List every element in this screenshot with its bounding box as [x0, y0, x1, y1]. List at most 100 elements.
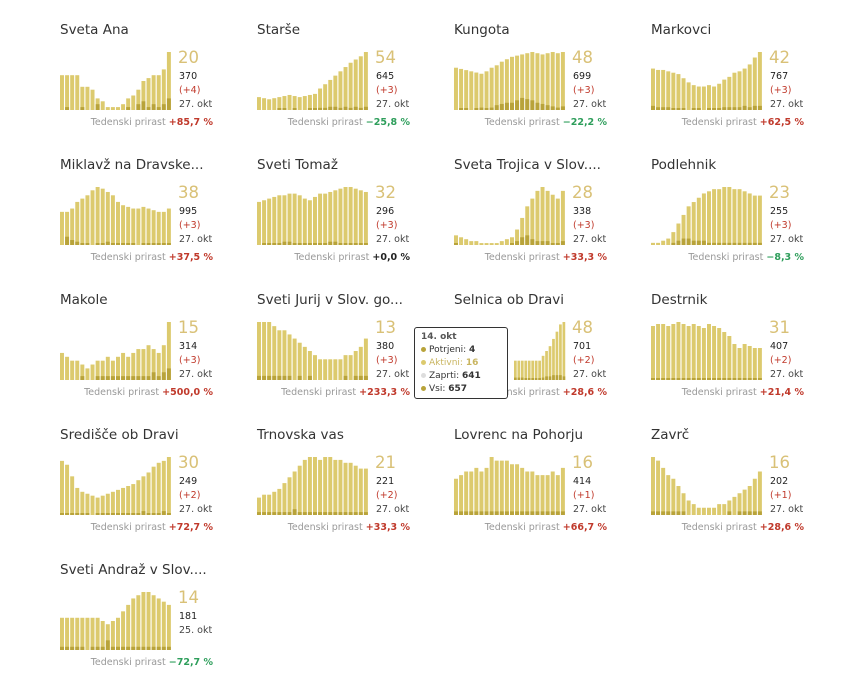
bar-active[interactable] — [560, 190, 565, 245]
bar-active[interactable] — [671, 478, 676, 515]
bar-active[interactable] — [712, 326, 717, 380]
bar-active[interactable] — [524, 360, 528, 380]
sparkline-chart[interactable] — [651, 455, 763, 515]
bar-active[interactable] — [292, 471, 297, 516]
bar-active[interactable] — [95, 360, 100, 380]
bar-active[interactable] — [671, 232, 676, 245]
bar-active[interactable] — [540, 187, 545, 245]
bar-active[interactable] — [60, 211, 64, 245]
bar-active[interactable] — [287, 94, 292, 110]
bar-active[interactable] — [752, 195, 757, 245]
bar-active[interactable] — [161, 211, 166, 245]
bar-active[interactable] — [262, 322, 267, 380]
bar-active[interactable] — [540, 54, 545, 110]
bar-active[interactable] — [651, 457, 655, 515]
bar-active[interactable] — [85, 86, 90, 110]
bar-active[interactable] — [338, 71, 343, 110]
bar-active[interactable] — [548, 346, 552, 380]
sparkline-chart[interactable] — [454, 50, 566, 110]
bar-active[interactable] — [737, 189, 742, 245]
bar-active[interactable] — [95, 98, 100, 110]
bar-active[interactable] — [328, 359, 333, 380]
bar-active[interactable] — [282, 330, 287, 380]
bar-active[interactable] — [531, 360, 535, 380]
bar-active[interactable] — [525, 471, 530, 516]
bar-active[interactable] — [747, 486, 752, 515]
bar-active[interactable] — [707, 507, 711, 515]
bar-active[interactable] — [328, 79, 333, 110]
bar-active[interactable] — [141, 81, 146, 110]
bar-active[interactable] — [520, 54, 525, 110]
bar-active[interactable] — [484, 243, 489, 245]
municipality-card[interactable]: Središče ob Dravi 30 249 (+2) 27. okt Tedensk… — [0, 405, 213, 533]
sparkline-chart[interactable] — [257, 455, 369, 515]
bar-active[interactable] — [707, 85, 711, 110]
bar-active[interactable] — [166, 322, 171, 380]
bar-active[interactable] — [545, 53, 550, 110]
bar-active[interactable] — [65, 75, 70, 110]
bar-active[interactable] — [80, 617, 85, 650]
bar-active[interactable] — [656, 460, 661, 515]
sparkline-chart[interactable] — [454, 455, 566, 515]
municipality-card[interactable]: Selnica ob Dravi 48 701 (+2) 27. okt Tedenski… — [394, 270, 607, 398]
sparkline-chart[interactable] — [60, 455, 172, 515]
bar-active[interactable] — [287, 477, 292, 515]
bar-active[interactable] — [661, 69, 666, 110]
bar-active[interactable] — [701, 507, 706, 515]
bar-active[interactable] — [277, 97, 282, 110]
bar-active[interactable] — [126, 356, 131, 380]
bar-active[interactable] — [80, 491, 85, 515]
bar-active[interactable] — [313, 196, 317, 245]
bar-active[interactable] — [732, 189, 737, 245]
bar-active[interactable] — [656, 69, 661, 110]
bar-active[interactable] — [297, 97, 302, 110]
bar-active[interactable] — [464, 471, 469, 516]
municipality-card[interactable]: Makole 15 314 (+3) 27. okt Tedenski prirast +… — [0, 270, 213, 398]
bar-active[interactable] — [737, 493, 742, 515]
bar-active[interactable] — [75, 201, 80, 245]
bar-active[interactable] — [141, 206, 146, 245]
bar-active[interactable] — [121, 352, 126, 380]
bar-active[interactable] — [267, 494, 272, 515]
bar-active[interactable] — [151, 349, 156, 380]
bar-active[interactable] — [110, 195, 115, 245]
bar-active[interactable] — [676, 322, 681, 380]
bar-active[interactable] — [65, 356, 70, 380]
bar-active[interactable] — [686, 326, 691, 380]
bar-active[interactable] — [277, 330, 282, 380]
bar-active[interactable] — [333, 459, 338, 515]
bar-active[interactable] — [727, 336, 732, 380]
bar-active[interactable] — [100, 101, 105, 110]
bar-active[interactable] — [517, 360, 521, 380]
bar-active[interactable] — [156, 598, 161, 650]
bar-active[interactable] — [727, 500, 732, 516]
bar-active[interactable] — [70, 75, 75, 110]
bar-active[interactable] — [353, 59, 358, 110]
bar-active[interactable] — [559, 324, 562, 380]
bar-active[interactable] — [752, 478, 757, 515]
bar-active[interactable] — [318, 459, 323, 515]
bar-active[interactable] — [696, 86, 701, 110]
bar-active[interactable] — [338, 459, 343, 515]
bar-active[interactable] — [116, 489, 120, 515]
bar-active[interactable] — [691, 202, 696, 245]
bar-active[interactable] — [323, 359, 328, 380]
bar-active[interactable] — [514, 360, 517, 380]
bar-active[interactable] — [90, 364, 95, 380]
bar-active[interactable] — [727, 187, 732, 245]
bar-active[interactable] — [550, 194, 555, 245]
bar-active[interactable] — [464, 239, 469, 245]
bar-active[interactable] — [60, 352, 64, 380]
bar-active[interactable] — [555, 475, 560, 515]
sparkline-chart[interactable] — [60, 590, 172, 650]
bar-active[interactable] — [75, 487, 80, 515]
bar-active[interactable] — [545, 351, 548, 380]
bar-active[interactable] — [757, 471, 762, 516]
bar-active[interactable] — [313, 355, 317, 380]
bar-active[interactable] — [156, 352, 161, 380]
bar-active[interactable] — [666, 326, 671, 380]
sparkline-chart[interactable] — [651, 50, 763, 110]
bar-active[interactable] — [302, 198, 307, 245]
bar-active[interactable] — [307, 200, 312, 245]
bar-active[interactable] — [701, 328, 706, 380]
